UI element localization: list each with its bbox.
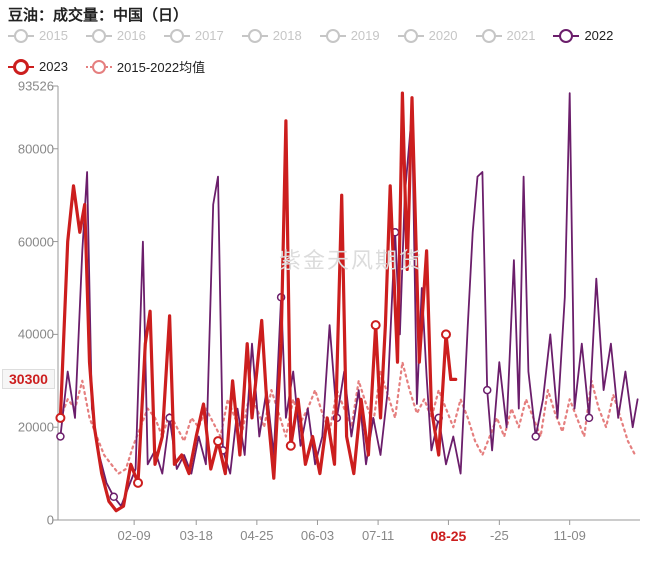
legend-label: 2017 (195, 28, 224, 43)
chart-area: 30300 紫金天风期货 02000040000600008000093526 … (0, 80, 651, 555)
legend-item-2023[interactable]: 2023 (8, 59, 68, 74)
legend-label: 2018 (273, 28, 302, 43)
legend-label: 2023 (39, 59, 68, 74)
legend-label: 2021 (507, 28, 536, 43)
chart-title: 豆油：成交量：中国（日） (8, 4, 188, 25)
y-tick-label: 40000 (0, 327, 54, 342)
legend-item-2019[interactable]: 2019 (320, 28, 380, 43)
legend-swatch (476, 30, 502, 42)
legend-item-2017[interactable]: 2017 (164, 28, 224, 43)
chart-svg (0, 80, 651, 555)
legend-item-2016[interactable]: 2016 (86, 28, 146, 43)
legend-item-2015[interactable]: 2015 (8, 28, 68, 43)
x-tick-label: 07-11 (362, 528, 394, 543)
x-tick-label: -25 (490, 528, 509, 543)
x-tick-label: 03-18 (180, 528, 213, 543)
legend-label: 2016 (117, 28, 146, 43)
legend-label: 2020 (429, 28, 458, 43)
y-tick-label: 0 (0, 513, 54, 528)
x-tick-label: 02-09 (118, 528, 151, 543)
legend-item-2020[interactable]: 2020 (398, 28, 458, 43)
legend-swatch (8, 61, 34, 73)
legend-swatch (242, 30, 268, 42)
legend-label: 2019 (351, 28, 380, 43)
legend-label: 2015-2022均值 (117, 57, 205, 76)
y-tick-label: 20000 (0, 420, 54, 435)
legend-swatch (164, 30, 190, 42)
legend-item-2022[interactable]: 2022 (553, 28, 613, 43)
legend-swatch (86, 61, 112, 73)
y-tick-label: 60000 (0, 234, 54, 249)
legend-item-2015-2022均值[interactable]: 2015-2022均值 (86, 57, 205, 76)
x-tick-label: 04-25 (240, 528, 273, 543)
y-callout-label: 30300 (2, 369, 55, 389)
legend-swatch (86, 30, 112, 42)
y-tick-label: 93526 (0, 79, 54, 94)
legend-label: 2015 (39, 28, 68, 43)
legend-swatch (320, 30, 346, 42)
legend-swatch (398, 30, 424, 42)
legend-item-2021[interactable]: 2021 (476, 28, 536, 43)
legend-swatch (8, 30, 34, 42)
legend: 2015 2016 2017 2018 2019 2020 2021 2022 2023 2015… (8, 28, 643, 76)
x-tick-label: 11-09 (554, 528, 586, 543)
legend-swatch (553, 30, 579, 42)
x-tick-label: 06-03 (301, 528, 334, 543)
legend-item-2018[interactable]: 2018 (242, 28, 302, 43)
x-tick-label: 08-25 (431, 528, 467, 544)
legend-label: 2022 (584, 28, 613, 43)
y-tick-label: 80000 (0, 141, 54, 156)
